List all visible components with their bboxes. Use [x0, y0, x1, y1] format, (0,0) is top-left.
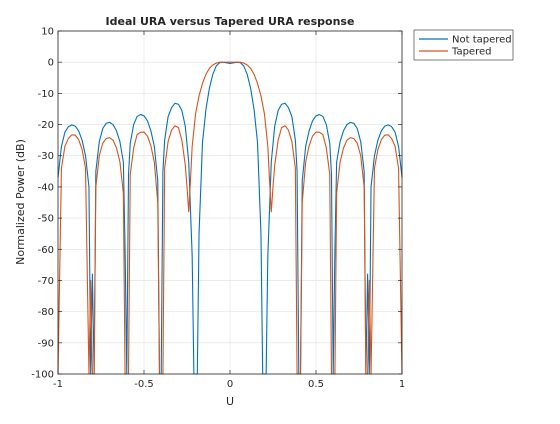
y-tick-label: -80 [38, 307, 54, 318]
x-tick-label: -1 [53, 379, 63, 390]
tick-marks [57, 30, 403, 375]
y-tick-label: -30 [38, 151, 54, 162]
series-line-tapered [57, 61, 403, 375]
legend-box [413, 29, 514, 61]
y-tick-label: -100 [31, 370, 54, 381]
x-tick-label: 0 [227, 379, 233, 390]
y-tick-label: -40 [38, 182, 54, 193]
legend-label-not-tapered: Not tapered [452, 35, 512, 46]
y-tick-label: -50 [38, 214, 54, 225]
y-tick-label: -90 [38, 338, 54, 349]
y-tick-label: -20 [38, 120, 54, 131]
x-tick-label: -0.5 [134, 379, 154, 390]
grid-lines [57, 30, 403, 375]
series-layer [57, 61, 403, 375]
chart-title: Ideal URA versus Tapered URA response [106, 15, 355, 28]
y-tick-label: 0 [48, 58, 54, 69]
y-tick-label: -10 [38, 89, 54, 100]
legend-label-tapered: Tapered [451, 47, 491, 58]
x-tick-labels: -1 -0.5 0 0.5 1 [53, 379, 405, 390]
y-tick-label: 10 [41, 27, 54, 38]
x-axis-title: U [226, 395, 234, 408]
x-tick-label: 1 [399, 379, 405, 390]
series-line-not-tapered [57, 61, 403, 375]
legend[interactable]: Not tapered Tapered [413, 29, 514, 61]
y-axis-title: Normalized Power (dB) [14, 139, 27, 265]
y-tick-label: -60 [38, 245, 54, 256]
y-tick-label: -70 [38, 276, 54, 287]
x-tick-label: 0.5 [308, 379, 324, 390]
y-tick-labels: 10 0 -10 -20 -30 -40 -50 -60 -70 -80 -90 -100 [31, 27, 54, 381]
